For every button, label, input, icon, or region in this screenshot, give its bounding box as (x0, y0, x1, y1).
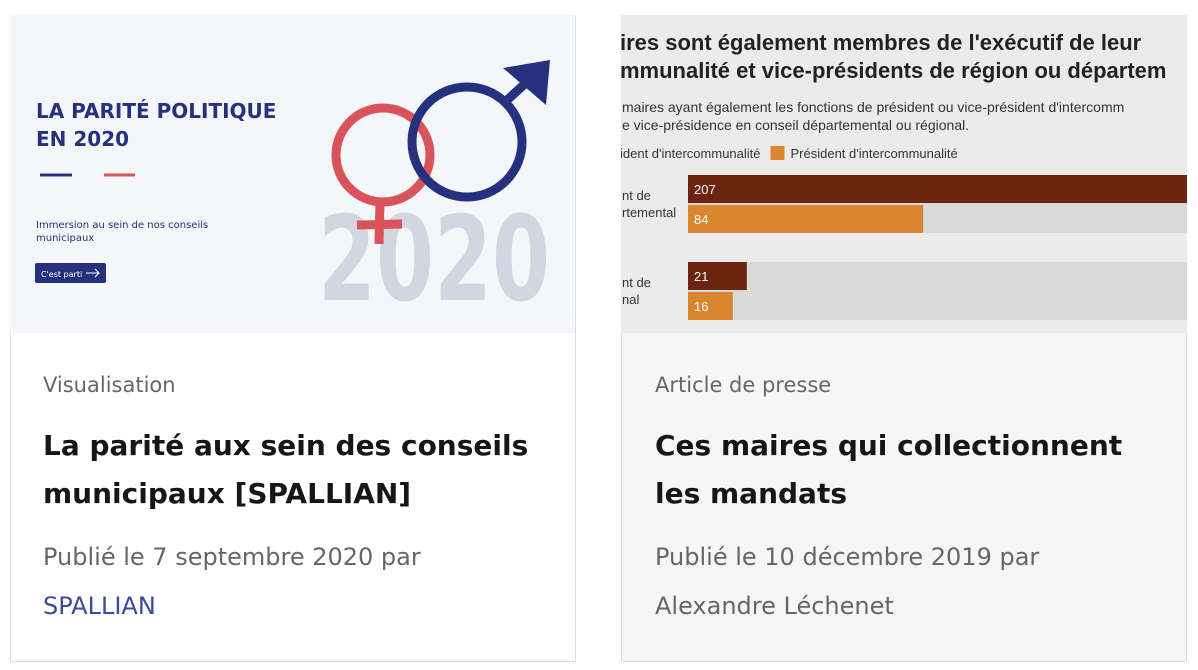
category-label: nt de (622, 188, 651, 203)
card-author[interactable]: Alexandre Léchenet (655, 592, 894, 620)
card[interactable]: 2020 LA PARITÉ POLITIQUE EN 2020 Immersi… (10, 15, 576, 662)
bar (688, 175, 1187, 203)
image-button (35, 263, 106, 283)
bar-value-label: 84 (694, 212, 708, 227)
card-image: 2020 LA PARITÉ POLITIQUE EN 2020 Immersi… (10, 15, 575, 333)
bar (688, 262, 747, 290)
card-author[interactable]: SPALLIAN (43, 592, 156, 620)
bar-value-label: 21 (694, 269, 708, 284)
category-label: nt de (622, 275, 651, 290)
legend-swatch (770, 146, 785, 160)
card-category: Visualisation (43, 373, 176, 397)
venus-bar (356, 219, 403, 230)
legend-label: ident d'intercommunalité (620, 146, 761, 161)
chart-subtitle: e vice-présidence en conseil département… (622, 117, 969, 133)
card-image: ires sont également membres de l'exécuti… (620, 15, 1187, 333)
mars-arrow (503, 60, 550, 105)
chart-subtitle: maires ayant également les fonctions de … (622, 99, 1124, 115)
card[interactable]: ires sont également membres de l'exécuti… (620, 15, 1198, 662)
category-label: nal (622, 292, 639, 307)
mars-circle (407, 82, 527, 202)
card-title: municipaux [SPALLIAN] (43, 477, 411, 510)
bar-value-label: 207 (694, 182, 716, 197)
card-title: les mandats (655, 477, 847, 510)
button-arrow (86, 268, 100, 278)
image-subtitle: municipaux (36, 233, 94, 244)
bar-value-label: 16 (694, 299, 708, 314)
venus-circle (331, 103, 435, 207)
chart-title: ires sont également membres de l'exécuti… (620, 30, 1142, 55)
bar-track (688, 262, 1187, 320)
image-subtitle: Immersion au sein de nos conseils (36, 220, 208, 231)
card-published: Publié le 7 septembre 2020 par (43, 543, 421, 571)
card-title: La parité aux sein des conseils (43, 429, 528, 462)
card-title: Ces maires qui collectionnent (655, 429, 1122, 462)
card-published: Publié le 10 décembre 2019 par (655, 543, 1039, 571)
card-category: Article de presse (655, 373, 831, 397)
big-year: 2020 (318, 190, 550, 328)
category-label: rtemental (622, 205, 676, 220)
legend-label: Président d'intercommunalité (791, 146, 958, 161)
bar (688, 205, 924, 233)
image-title: EN 2020 (36, 127, 129, 151)
chart-title: mmunalité et vice-présidents de région o… (620, 58, 1166, 83)
button-label: C'est parti (41, 270, 82, 279)
bar (688, 292, 733, 320)
image-title: LA PARITÉ POLITIQUE (36, 99, 276, 123)
